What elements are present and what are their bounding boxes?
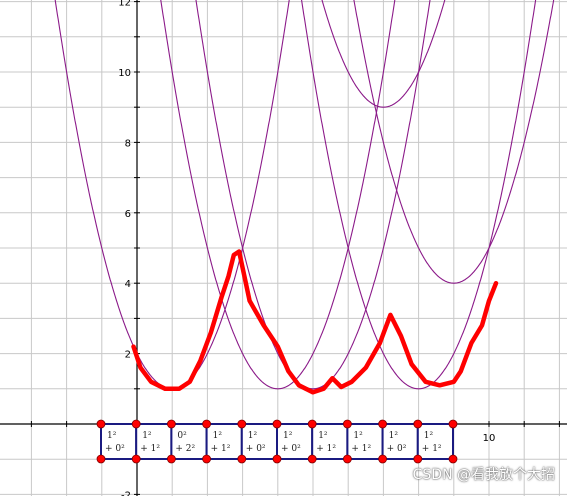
cell-corner-point[interactable] [272, 454, 282, 464]
cell-corner-point[interactable] [307, 419, 317, 429]
cell-corner-point[interactable] [342, 454, 352, 464]
parabola [353, 0, 555, 284]
parabola [301, 0, 537, 390]
cell-bottom-term: + 0² [387, 444, 407, 454]
parabola [195, 0, 431, 390]
cell-bottom-term: + 0² [281, 444, 301, 454]
cell-top-term: 1² [248, 431, 258, 441]
cell-top-term: 1² [353, 431, 363, 441]
cell-top-term: 1² [389, 431, 399, 441]
cell-top-term: 1² [283, 431, 293, 441]
red-trace-path [131, 249, 499, 395]
cell-box [100, 423, 138, 460]
cell-box [170, 423, 208, 460]
cell-box [416, 423, 454, 460]
parabola-curves [54, 0, 555, 390]
cell-bottom-term: + 1² [140, 444, 160, 454]
cell-corner-point[interactable] [413, 419, 423, 429]
cell-top-term: 1² [107, 431, 117, 441]
cell-corner-point[interactable] [96, 454, 106, 464]
cell-row: 1² + 0² 1² + 1² 0² + 2² 1² + 1² 1² + 0² 1² + 0² 1² + … [96, 419, 458, 464]
cell-corner-point[interactable] [378, 454, 388, 464]
parabola [160, 0, 396, 390]
tick-labels: 12 10 8 6 4 2 -2 10 [118, 0, 495, 496]
cell-corner-point[interactable] [131, 419, 141, 429]
cell-bottom-term: + 2² [175, 444, 195, 454]
cell-corner-point[interactable] [202, 454, 212, 464]
cell-corner-point[interactable] [96, 419, 106, 429]
y-tick-label: 12 [118, 0, 131, 9]
cell-bottom-term: + 1² [422, 444, 442, 454]
cell-corner-point[interactable] [166, 454, 176, 464]
cell-corner-point[interactable] [448, 454, 458, 464]
y-tick-label: -2 [121, 490, 131, 496]
y-tick-label: 6 [125, 209, 131, 220]
cell-corner-point[interactable] [342, 419, 352, 429]
cell-corner-point[interactable] [413, 454, 423, 464]
cell-top-term: 1² [142, 431, 152, 441]
y-tick-label: 10 [118, 68, 131, 79]
cell-bottom-term: + 1² [211, 444, 231, 454]
cell-corner-point[interactable] [272, 419, 282, 429]
cell-corner-point[interactable] [448, 419, 458, 429]
cell-top-term: 0² [177, 431, 187, 441]
cell-corner-point[interactable] [166, 419, 176, 429]
cell-box [205, 423, 243, 460]
cell-corner-point[interactable] [131, 454, 141, 464]
cell-top-term: 1² [318, 431, 328, 441]
parabola [321, 0, 446, 108]
cell-corner-point[interactable] [237, 419, 247, 429]
cell-box [135, 423, 173, 460]
y-tick-label: 4 [125, 279, 131, 290]
cell-corner-point[interactable] [307, 454, 317, 464]
watermark: CSDN @看我放个大招 [412, 467, 555, 483]
cell-corner-point[interactable] [378, 419, 388, 429]
cell-bottom-term: + 1² [316, 444, 336, 454]
cell-top-term: 1² [424, 431, 434, 441]
cell-corner-point[interactable] [237, 454, 247, 464]
cell-top-term: 1² [213, 431, 223, 441]
cell-bottom-term: + 1² [351, 444, 371, 454]
cell-bottom-term: + 0² [246, 444, 266, 454]
y-tick-label: 8 [125, 138, 131, 149]
trace-line [131, 249, 499, 395]
cell-bottom-term: + 0² [105, 444, 125, 454]
y-tick-label: 2 [125, 350, 131, 361]
cell-corner-point[interactable] [202, 419, 212, 429]
x-tick-label: 10 [483, 433, 496, 444]
